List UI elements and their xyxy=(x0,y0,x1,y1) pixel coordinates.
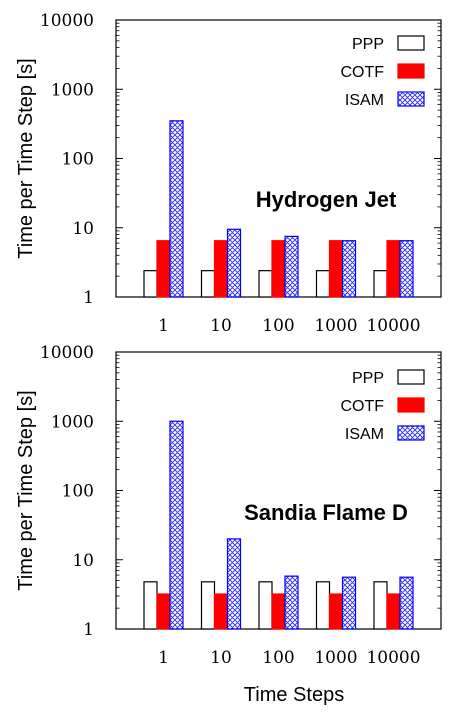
bar-cotf-1000 xyxy=(328,593,344,630)
bar-isam-10 xyxy=(226,538,242,630)
bar-cotf-100 xyxy=(271,593,286,630)
y-tick-label: 10 xyxy=(72,219,94,239)
y-axis-label: Time per Time Step [s] xyxy=(15,390,37,590)
x-tick-label: 100 xyxy=(262,648,294,668)
bar-ppp-100 xyxy=(258,270,273,298)
bar-isam-10000 xyxy=(399,576,414,630)
x-tick-label: 1 xyxy=(158,316,169,336)
legend-swatch-cotf xyxy=(397,397,425,413)
x-tick-label: 1000 xyxy=(314,648,357,668)
x-axis-label: Time Steps xyxy=(244,684,344,706)
bar-isam-1000 xyxy=(341,576,357,630)
bar-ppp-100 xyxy=(258,581,273,630)
bar-cotf-1 xyxy=(156,593,171,630)
legend-swatch-isam xyxy=(397,91,425,107)
x-tick-label: 1000 xyxy=(314,316,357,336)
chart-panel-1: 1 10 100 1000 10000 Time per Time Step [s] 1 10… xyxy=(15,11,442,336)
bar-isam-1 xyxy=(169,120,184,298)
y-axis-label: Time per Time Step [s] xyxy=(15,58,37,258)
plot-frame xyxy=(115,351,442,630)
panel-annotation-label: Hydrogen Jet xyxy=(256,187,397,212)
y-tick-label: 1000 xyxy=(51,412,94,432)
bar-cotf-10000 xyxy=(386,593,401,630)
y-tick-label: 100 xyxy=(62,482,94,502)
bar-isam-10 xyxy=(226,228,242,298)
bar-cotf-1 xyxy=(156,240,171,298)
x-tick-label: 10 xyxy=(210,648,232,668)
y-tick-label: 10000 xyxy=(40,11,94,31)
legend-swatch-ppp xyxy=(397,35,425,51)
bar-isam-100 xyxy=(284,575,299,630)
y-tick-label: 1 xyxy=(83,288,94,308)
x-tick-label: 10000 xyxy=(366,316,420,336)
bar-ppp-10 xyxy=(200,270,216,298)
bar-isam-1000 xyxy=(341,240,357,298)
legend-swatch-isam xyxy=(397,425,425,441)
bar-ppp-1000 xyxy=(315,270,331,298)
legend-label-isam: ISAM xyxy=(345,92,384,109)
x-tick-label: 100 xyxy=(262,316,294,336)
bar-isam-1 xyxy=(169,420,184,630)
bar-ppp-1 xyxy=(143,270,158,298)
panel-annotation-label: Sandia Flame D xyxy=(244,500,408,525)
bar-cotf-10000 xyxy=(386,240,401,298)
bar-cotf-10 xyxy=(213,593,229,630)
y-tick-label: 1 xyxy=(83,620,94,640)
bar-cotf-100 xyxy=(271,240,286,298)
bar-ppp-10 xyxy=(200,581,216,630)
legend-label-ppp: PPP xyxy=(352,370,384,387)
y-tick-label: 1000 xyxy=(51,80,94,100)
legend-label-cotf: COTF xyxy=(340,64,384,81)
legend-swatch-cotf xyxy=(397,63,425,79)
bar-cotf-10 xyxy=(213,240,229,298)
x-tick-label: 1 xyxy=(158,648,169,668)
bar-cotf-1000 xyxy=(328,240,344,298)
legend-label-cotf: COTF xyxy=(340,398,384,415)
legend-label-isam: ISAM xyxy=(345,426,384,443)
legend-label-ppp: PPP xyxy=(352,36,384,53)
bar-isam-100 xyxy=(284,235,299,298)
y-tick-label: 10 xyxy=(72,551,94,571)
bar-ppp-10000 xyxy=(373,270,388,298)
y-tick-label: 100 xyxy=(62,150,94,170)
y-tick-label: 10000 xyxy=(40,343,94,363)
chart-panel-2: 1 10 100 1000 10000 Time per Time Step [s] 1 10… xyxy=(15,343,442,706)
bar-ppp-1000 xyxy=(315,581,331,630)
x-tick-label: 10 xyxy=(210,316,232,336)
bar-isam-10000 xyxy=(399,240,414,298)
legend-swatch-ppp xyxy=(397,369,425,385)
x-tick-label: 10000 xyxy=(366,648,420,668)
bar-ppp-1 xyxy=(143,581,158,630)
bar-ppp-10000 xyxy=(373,581,388,630)
